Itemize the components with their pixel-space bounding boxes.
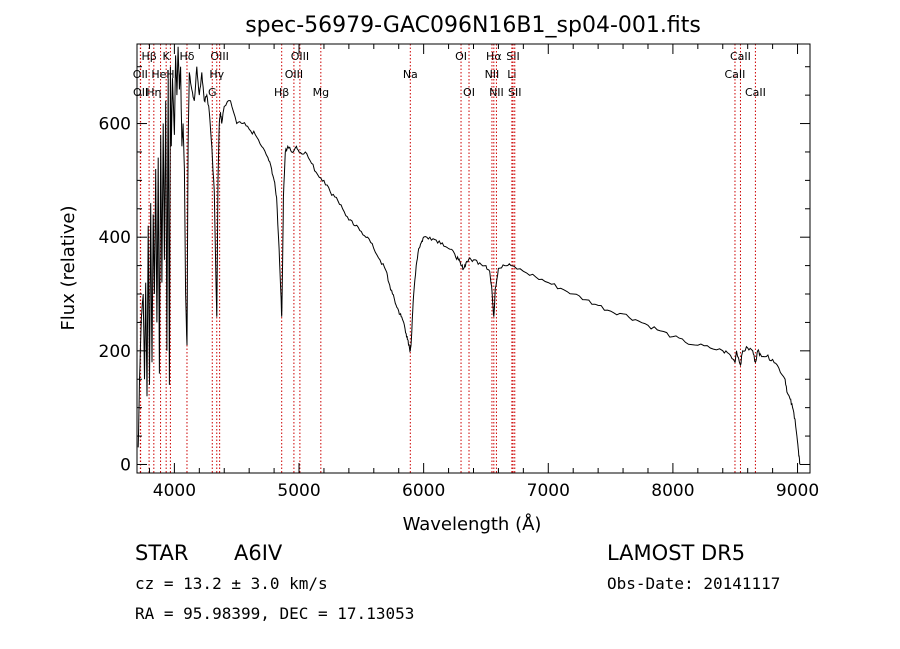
spectrum-line: [137, 46, 801, 465]
marker-label-5: OI: [455, 50, 467, 63]
marker-label-15: NII: [485, 68, 500, 81]
marker-label-26: CaII: [745, 86, 766, 99]
x-tick-label: 7000: [527, 481, 570, 501]
marker-label-2: Hδ: [179, 50, 194, 63]
x-tick-label: 8000: [651, 481, 694, 501]
object-class: STAR: [135, 541, 189, 565]
y-axis-label: Flux (relative): [58, 205, 79, 330]
marker-label-10: HeI: [151, 68, 169, 81]
marker-label-23: OI: [463, 86, 475, 99]
coordinates-readout: RA = 95.98399, DEC = 17.13053: [135, 604, 415, 623]
marker-label-21: Hβ: [274, 86, 289, 99]
marker-label-4: OIII: [291, 50, 309, 63]
marker-label-6: Hα: [486, 50, 502, 63]
x-tick-label: 9000: [776, 481, 819, 501]
marker-label-14: Na: [403, 68, 418, 81]
axes: 4000 5000 6000 7000 8000 9000 0 200 400 600: [99, 43, 819, 501]
y-tick-label: 200: [99, 342, 131, 362]
marker-label-22: Mg: [313, 86, 329, 99]
marker-label-25: SII: [508, 86, 521, 99]
marker-label-17: CaII: [725, 68, 746, 81]
plot-frame: [136, 43, 811, 474]
marker-label-3: OIII: [210, 50, 228, 63]
marker-label-24: NII: [489, 86, 504, 99]
spectrum-plot: spec-56979-GAC096N16B1_sp04-001.fits Hβ K…: [58, 13, 819, 535]
redshift-readout: cz = 13.2 ± 3.0 km/s: [135, 574, 328, 593]
marker-label-0: Hβ: [141, 50, 156, 63]
marker-label-13: OIII: [285, 68, 303, 81]
marker-label-8: CaII: [730, 50, 751, 63]
x-tick-label: 5000: [277, 481, 320, 501]
observation-date: Obs-Date: 20141117: [607, 574, 781, 593]
chart-title: spec-56979-GAC096N16B1_sp04-001.fits: [245, 13, 701, 38]
x-tick-label: 6000: [402, 481, 445, 501]
y-tick-label: 600: [99, 115, 131, 135]
marker-label-1: K: [163, 50, 171, 63]
x-axis-label: Wavelength (Å): [403, 513, 542, 535]
marker-label-20: G: [208, 86, 217, 99]
y-tick-label: 0: [120, 455, 131, 475]
marker-label-12: Hγ: [209, 68, 224, 81]
x-tick-label: 4000: [153, 481, 196, 501]
marker-label-16: Li: [507, 68, 516, 81]
y-tick-label: 400: [99, 228, 131, 248]
marker-label-7: SII: [506, 50, 519, 63]
spectral-subclass: A6IV: [234, 541, 283, 565]
marker-label-19: Hη: [146, 86, 161, 99]
survey-name: LAMOST DR5: [607, 541, 746, 565]
